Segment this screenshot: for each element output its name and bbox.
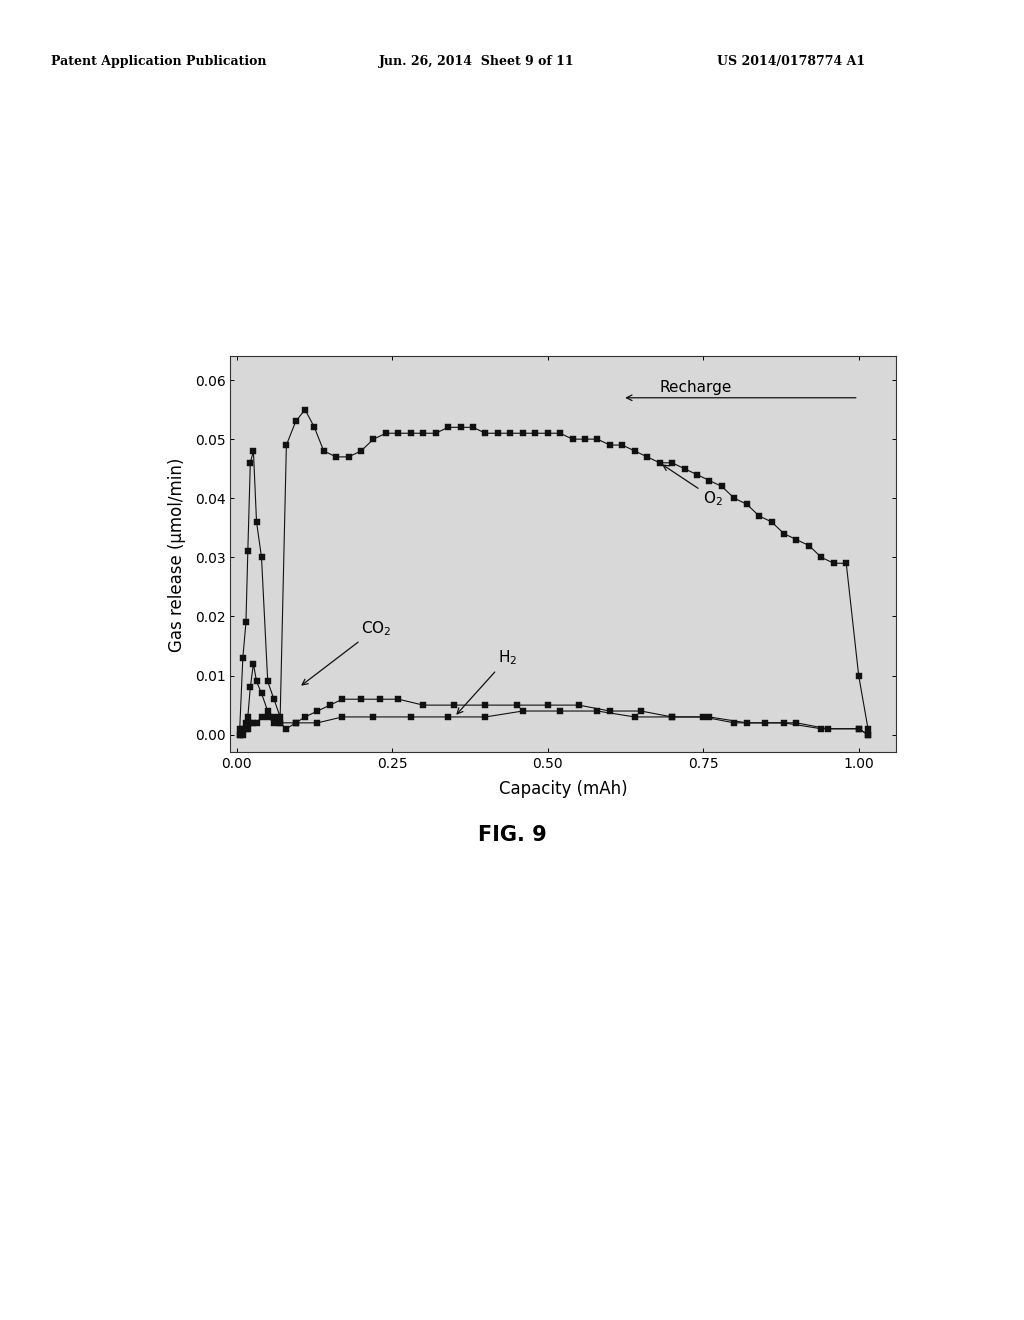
Text: H$_2$: H$_2$ xyxy=(457,648,517,714)
X-axis label: Capacity (mAh): Capacity (mAh) xyxy=(499,780,628,797)
Y-axis label: Gas release (μmol/min): Gas release (μmol/min) xyxy=(169,457,186,652)
Text: Patent Application Publication: Patent Application Publication xyxy=(51,55,266,69)
Text: Jun. 26, 2014  Sheet 9 of 11: Jun. 26, 2014 Sheet 9 of 11 xyxy=(379,55,574,69)
Text: Recharge: Recharge xyxy=(659,380,732,395)
Text: US 2014/0178774 A1: US 2014/0178774 A1 xyxy=(717,55,865,69)
Text: O$_2$: O$_2$ xyxy=(664,465,723,508)
Text: CO$_2$: CO$_2$ xyxy=(302,619,391,685)
Text: FIG. 9: FIG. 9 xyxy=(477,825,547,845)
